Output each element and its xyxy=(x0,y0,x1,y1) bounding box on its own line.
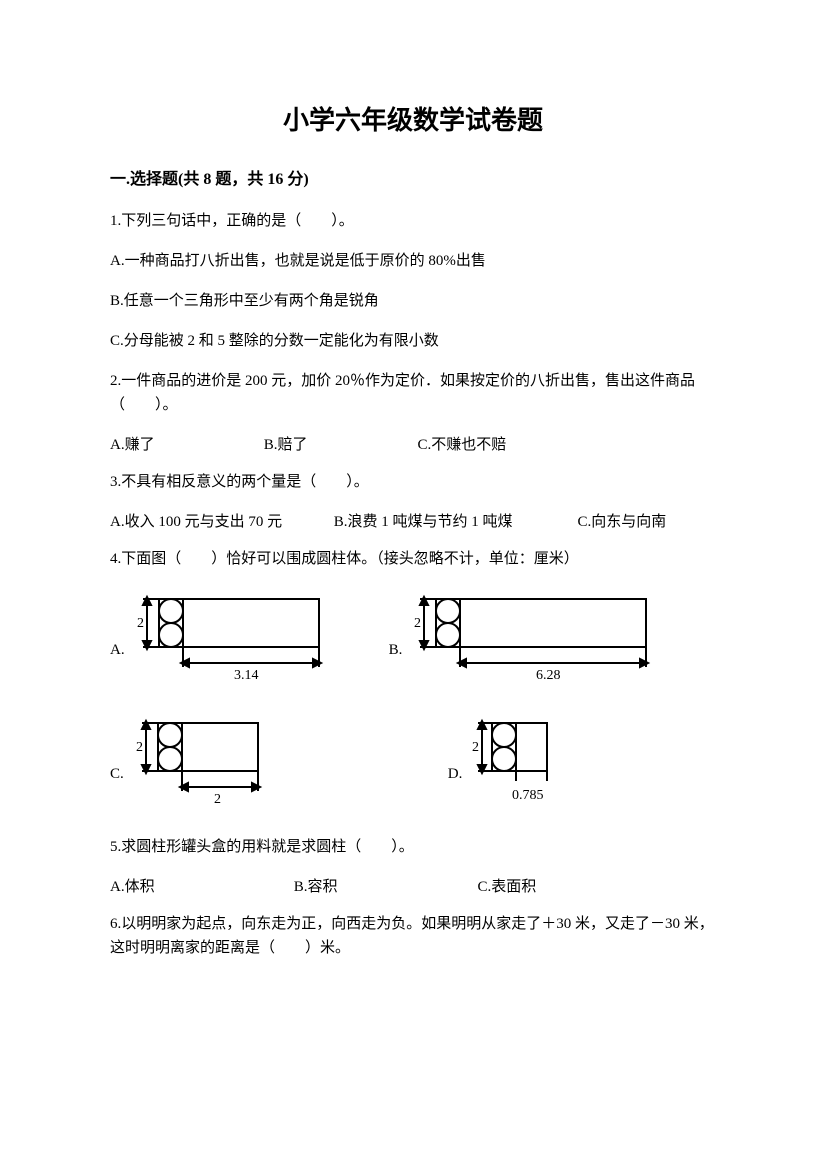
cylinder-net-icon: 2 2 xyxy=(128,711,278,807)
q1-opt-c: C.分母能被 2 和 5 整除的分数一定能化为有限小数 xyxy=(110,329,716,353)
q4-fig-c-label: C. xyxy=(110,766,124,807)
q3-opt-c: C.向东与向南 xyxy=(578,510,667,531)
fig-b-h: 2 xyxy=(414,616,421,631)
q4-stem: 4.下面图（ ）恰好可以围成圆柱体。（接头忽略不计，单位：厘米） xyxy=(110,547,716,571)
q4-fig-a: A. xyxy=(110,587,329,683)
q3-stem: 3.不具有相反意义的两个量是（ ）。 xyxy=(110,470,716,494)
q1-opt-b: B.任意一个三角形中至少有两个角是锐角 xyxy=(110,289,716,313)
q5-opt-a: A.体积 xyxy=(110,875,290,896)
q3-opt-b: B.浪费 1 吨煤与节约 1 吨煤 xyxy=(334,510,574,531)
q5-stem: 5.求圆柱形罐头盒的用料就是求圆柱（ ）。 xyxy=(110,835,716,859)
q4-fig-a-label: A. xyxy=(110,642,125,683)
q4-fig-c: C. 2 xyxy=(110,711,278,807)
fig-b-w: 6.28 xyxy=(536,668,561,683)
q4-fig-b-label: B. xyxy=(389,642,403,683)
exam-page: 小学六年级数学试卷题 一.选择题(共 8 题，共 16 分) 1.下列三句话中，… xyxy=(0,0,826,1169)
cylinder-net-icon: 2 6.28 xyxy=(406,587,656,683)
q5-options: A.体积 B.容积 C.表面积 xyxy=(110,875,716,896)
q2-opt-c: C.不赚也不赔 xyxy=(418,433,507,454)
q5-opt-b: B.容积 xyxy=(294,875,474,896)
section-1-header: 一.选择题(共 8 题，共 16 分) xyxy=(110,165,716,189)
q2-stem: 2.一件商品的进价是 200 元，加价 20％作为定价．如果按定价的八折出售，售… xyxy=(110,369,716,417)
q4-fig-row-1: A. xyxy=(110,587,716,683)
fig-c-w: 2 xyxy=(214,792,221,807)
fig-c-h: 2 xyxy=(136,740,143,755)
q3-opt-a: A.收入 100 元与支出 70 元 xyxy=(110,510,330,531)
q4-fig-d-label: D. xyxy=(448,766,463,807)
q2-opt-a: A.赚了 xyxy=(110,433,260,454)
q4-fig-b: B. 2 xyxy=(389,587,657,683)
fig-d-h: 2 xyxy=(472,740,479,755)
q4-fig-row-2: C. 2 xyxy=(110,711,716,807)
fig-a-w: 3.14 xyxy=(234,668,259,683)
q5-opt-c: C.表面积 xyxy=(478,875,537,896)
fig-d-w: 0.785 xyxy=(512,788,544,803)
q1-stem: 1.下列三句话中，正确的是（ ）。 xyxy=(110,209,716,233)
q4-fig-d: D. 2 0.785 xyxy=(448,711,587,807)
q2-options: A.赚了 B.赔了 C.不赚也不赔 xyxy=(110,433,716,454)
cylinder-net-icon: 2 3.14 xyxy=(129,587,329,683)
page-title: 小学六年级数学试卷题 xyxy=(110,100,716,137)
q1-opt-a: A.一种商品打八折出售，也就是说是低于原价的 80%出售 xyxy=(110,249,716,273)
q3-options: A.收入 100 元与支出 70 元 B.浪费 1 吨煤与节约 1 吨煤 C.向… xyxy=(110,510,716,531)
fig-a-h: 2 xyxy=(137,616,144,631)
q6-stem: 6.以明明家为起点，向东走为正，向西走为负。如果明明从家走了＋30 米，又走了－… xyxy=(110,912,716,960)
q2-opt-b: B.赔了 xyxy=(264,433,414,454)
cylinder-net-icon: 2 0.785 xyxy=(466,711,586,807)
